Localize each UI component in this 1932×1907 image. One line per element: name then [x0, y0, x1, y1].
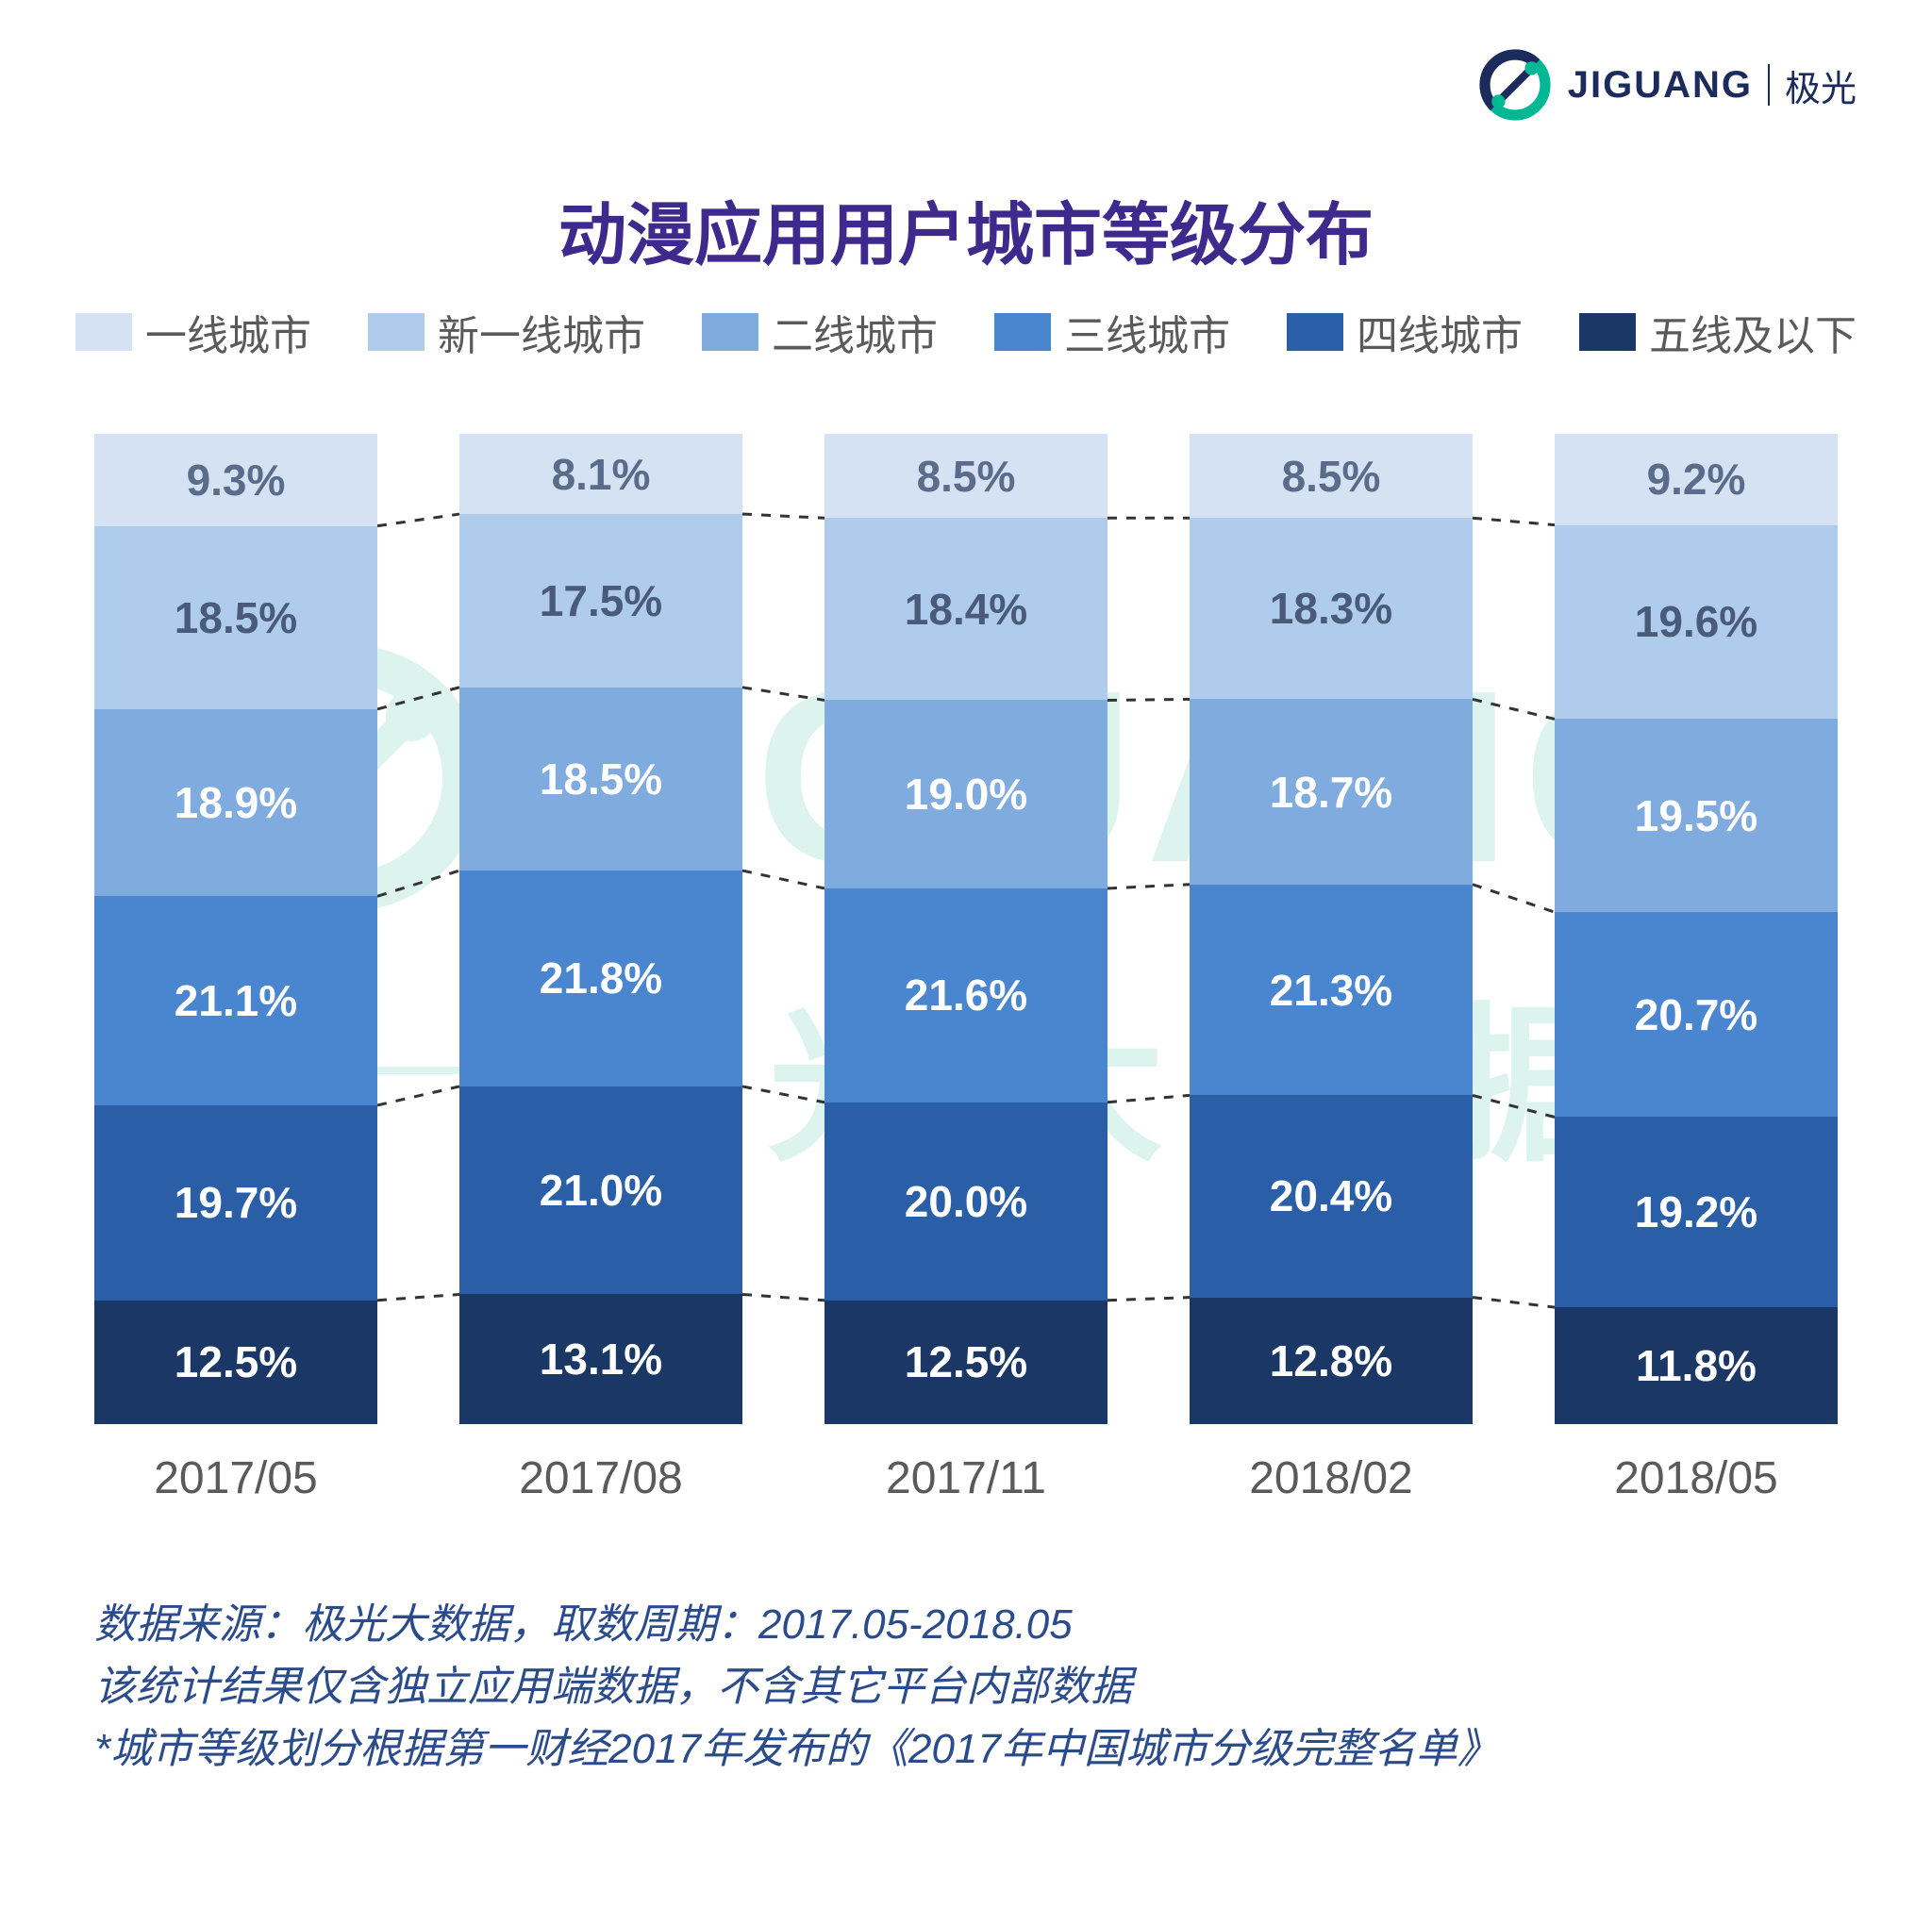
bar-segment: 18.9%: [94, 709, 377, 896]
bar-segment: 17.5%: [459, 514, 742, 688]
bar-segment: 8.1%: [459, 434, 742, 514]
legend-swatch: [1287, 313, 1343, 351]
brand-logo-icon: [1477, 47, 1553, 123]
legend-item: 五线及以下: [1579, 302, 1857, 362]
x-axis-label: 2018/05: [1555, 1452, 1838, 1504]
bar-segment: 20.4%: [1190, 1095, 1473, 1297]
footnote-line: 该统计结果仅含独立应用端数据，不含其它平台内部数据: [94, 1656, 1838, 1718]
x-axis-label: 2017/11: [824, 1452, 1108, 1504]
legend-item: 三线城市: [994, 302, 1230, 362]
footnote-line: 数据来源：极光大数据，取数周期：2017.05-2018.05: [94, 1594, 1838, 1656]
x-axis-label: 2017/08: [459, 1452, 742, 1504]
brand-name-en: JIGUANG: [1568, 64, 1753, 107]
bar-segment: 19.6%: [1555, 525, 1838, 720]
bar-segment: 21.6%: [824, 888, 1108, 1103]
legend-item: 二线城市: [702, 302, 938, 362]
chart-area: JIGUANG 极光大数据 9.3%18.5%18.9%21.1%19.7%12…: [94, 434, 1838, 1518]
chart-title: 动漫应用用户城市等级分布: [0, 179, 1932, 278]
bar-segment: 9.3%: [94, 434, 377, 526]
bars-container: 9.3%18.5%18.9%21.1%19.7%12.5%8.1%17.5%18…: [94, 434, 1838, 1424]
bar-segment: 20.7%: [1555, 912, 1838, 1117]
bar-column: 8.1%17.5%18.5%21.8%21.0%13.1%: [459, 434, 742, 1424]
bar-column: 9.3%18.5%18.9%21.1%19.7%12.5%: [94, 434, 377, 1424]
bar-segment: 21.8%: [459, 871, 742, 1086]
bar-segment: 11.8%: [1555, 1307, 1838, 1424]
bar-segment: 12.8%: [1190, 1298, 1473, 1424]
bar-column: 8.5%18.4%19.0%21.6%20.0%12.5%: [824, 434, 1108, 1424]
bar-segment: 8.5%: [824, 434, 1108, 518]
legend-label: 四线城市: [1357, 302, 1523, 362]
legend-label: 五线及以下: [1649, 302, 1857, 362]
legend-item: 新一线城市: [368, 302, 645, 362]
bar-segment: 12.5%: [94, 1301, 377, 1424]
bar-segment: 21.1%: [94, 896, 377, 1105]
bar-segment: 18.5%: [459, 688, 742, 871]
legend-swatch: [702, 313, 758, 351]
bar-column: 8.5%18.3%18.7%21.3%20.4%12.8%: [1190, 434, 1473, 1424]
bar-segment: 8.5%: [1190, 434, 1473, 518]
brand-header: JIGUANG 极光: [1477, 47, 1857, 123]
bar-segment: 19.7%: [94, 1105, 377, 1301]
legend-label: 二线城市: [772, 302, 938, 362]
bar-segment: 21.0%: [459, 1086, 742, 1295]
bar-column: 9.2%19.6%19.5%20.7%19.2%11.8%: [1555, 434, 1838, 1424]
bar-segment: 19.5%: [1555, 719, 1838, 912]
legend-swatch: [368, 313, 425, 351]
legend-swatch: [994, 313, 1051, 351]
x-axis-label: 2018/02: [1190, 1452, 1473, 1504]
brand-divider: [1768, 64, 1770, 106]
legend-label: 三线城市: [1064, 302, 1230, 362]
footnotes: 数据来源：极光大数据，取数周期：2017.05-2018.05该统计结果仅含独立…: [94, 1594, 1838, 1781]
bar-segment: 18.3%: [1190, 518, 1473, 699]
legend-swatch: [75, 313, 132, 351]
bar-segment: 19.0%: [824, 700, 1108, 888]
brand-name-cn: 极光: [1785, 59, 1857, 111]
bar-segment: 12.5%: [824, 1301, 1108, 1424]
x-axis-label: 2017/05: [94, 1452, 377, 1504]
bar-segment: 19.2%: [1555, 1117, 1838, 1307]
chart-legend: 一线城市 新一线城市 二线城市 三线城市 四线城市 五线及以下: [0, 302, 1932, 362]
legend-item: 一线城市: [75, 302, 311, 362]
x-axis-labels: 2017/05 2017/08 2017/11 2018/02 2018/05: [94, 1452, 1838, 1504]
bar-segment: 21.3%: [1190, 885, 1473, 1096]
bar-segment: 9.2%: [1555, 434, 1838, 525]
footnote-line: *城市等级划分根据第一财经2017年发布的《2017年中国城市分级完整名单》: [94, 1718, 1838, 1781]
bar-segment: 20.0%: [824, 1103, 1108, 1301]
bar-segment: 18.4%: [824, 518, 1108, 700]
legend-label: 新一线城市: [438, 302, 645, 362]
bar-segment: 18.5%: [94, 526, 377, 709]
legend-label: 一线城市: [145, 302, 311, 362]
legend-item: 四线城市: [1287, 302, 1523, 362]
bar-segment: 18.7%: [1190, 699, 1473, 884]
legend-swatch: [1579, 313, 1636, 351]
bar-segment: 13.1%: [459, 1294, 742, 1424]
